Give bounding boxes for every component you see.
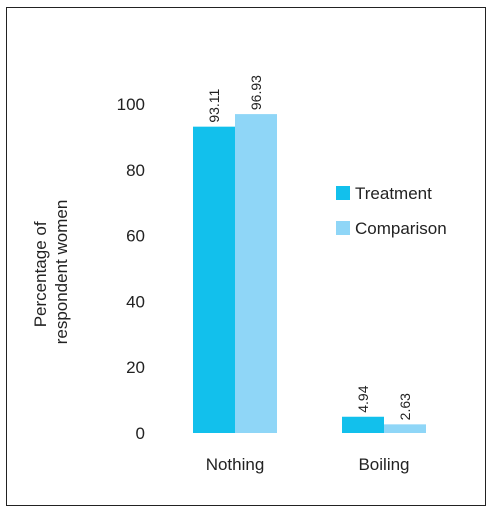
y-axis-label-line-1: Percentage of [31,221,50,327]
bars [193,114,426,434]
y-tick-label: 60 [126,227,145,246]
y-axis-ticks: 0 20 40 60 80 100 [117,95,145,443]
legend-label-comparison: Comparison [355,219,447,238]
y-tick-label: 0 [136,424,145,443]
category-label: Nothing [206,455,265,474]
legend: Treatment Comparison [336,184,447,238]
category-labels: Nothing Boiling [206,455,410,474]
bar-value-labels: 93.11 96.93 4.94 2.63 [206,75,413,420]
bar-treatment-nothing [193,126,235,434]
bar-value-label: 96.93 [248,75,264,110]
y-axis-label-line-2: respondent women [52,200,71,345]
y-tick-label: 100 [117,95,145,114]
y-axis-label: Percentage of respondent women [31,200,71,345]
bar-treatment-boiling [342,416,384,433]
legend-swatch-comparison [336,221,350,235]
y-tick-label: 80 [126,161,145,180]
y-tick-label: 20 [126,358,145,377]
bar-value-label: 2.63 [397,393,413,420]
bar-comparison-nothing [235,114,277,433]
bar-value-label: 4.94 [355,385,371,412]
legend-swatch-treatment [336,186,350,200]
bar-comparison-boiling [384,424,426,433]
legend-label-treatment: Treatment [355,184,432,203]
category-label: Boiling [358,455,409,474]
y-tick-label: 40 [126,292,145,311]
bar-value-label: 93.11 [206,88,222,122]
